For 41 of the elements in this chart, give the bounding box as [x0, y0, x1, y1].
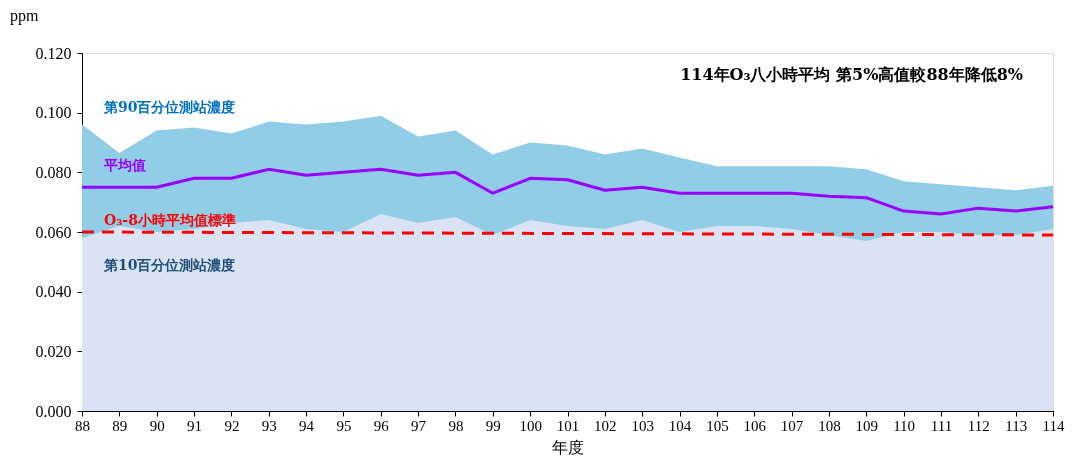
series-label: 第10百分位測站濃度 — [103, 257, 236, 273]
x-tick-label: 112 — [967, 417, 990, 434]
x-tick-label: 111 — [930, 417, 953, 434]
series-label: 第90百分位測站濃度 — [103, 99, 236, 115]
series-label: O₃-8小時平均值標準 — [104, 212, 236, 228]
x-tick-label: 100 — [519, 417, 542, 434]
x-tick-label: 95 — [336, 417, 352, 434]
x-tick-label: 114 — [1042, 417, 1065, 434]
x-tick-label: 110 — [893, 417, 916, 434]
x-tick-label: 97 — [411, 417, 427, 434]
x-axis-title: 年度 — [552, 438, 584, 456]
x-tick-label: 102 — [594, 417, 617, 434]
x-tick-label: 91 — [187, 417, 203, 434]
x-tick-label: 92 — [224, 417, 240, 434]
x-tick-label: 109 — [855, 417, 879, 434]
x-tick-label: 88 — [75, 417, 90, 434]
y-tick-label: 0.060 — [35, 223, 72, 241]
y-tick-label: 0.100 — [35, 104, 72, 122]
x-tick-label: 105 — [706, 417, 729, 434]
annotation: 114年O₃八小時平均 第5%高值較88年降低8% — [680, 65, 1023, 84]
x-tick-label: 101 — [556, 417, 580, 434]
y-tick-label: 0.120 — [35, 44, 72, 62]
x-tick-label: 103 — [631, 417, 654, 434]
y-tick-label: 0.020 — [35, 342, 72, 360]
y-tick-label: 0.080 — [35, 163, 72, 181]
x-tick-label: 94 — [299, 417, 315, 434]
x-tick-label: 99 — [485, 417, 501, 434]
y-axis-title: ppm — [10, 7, 39, 25]
x-tick-label: 107 — [780, 417, 804, 434]
x-tick-label: 108 — [818, 417, 841, 434]
x-tick-label: 104 — [668, 417, 692, 434]
y-tick-label: 0.000 — [35, 402, 72, 420]
y-tick-label: 0.040 — [35, 283, 72, 301]
x-tick-label: 93 — [261, 417, 277, 434]
x-tick-label: 98 — [448, 417, 464, 434]
x-tick-label: 106 — [743, 417, 767, 434]
x-tick-label: 89 — [112, 417, 128, 434]
series-label: 平均值 — [103, 157, 146, 173]
x-tick-label: 113 — [1005, 417, 1028, 434]
x-tick-label: 90 — [149, 417, 165, 434]
x-tick-label: 96 — [373, 417, 390, 434]
